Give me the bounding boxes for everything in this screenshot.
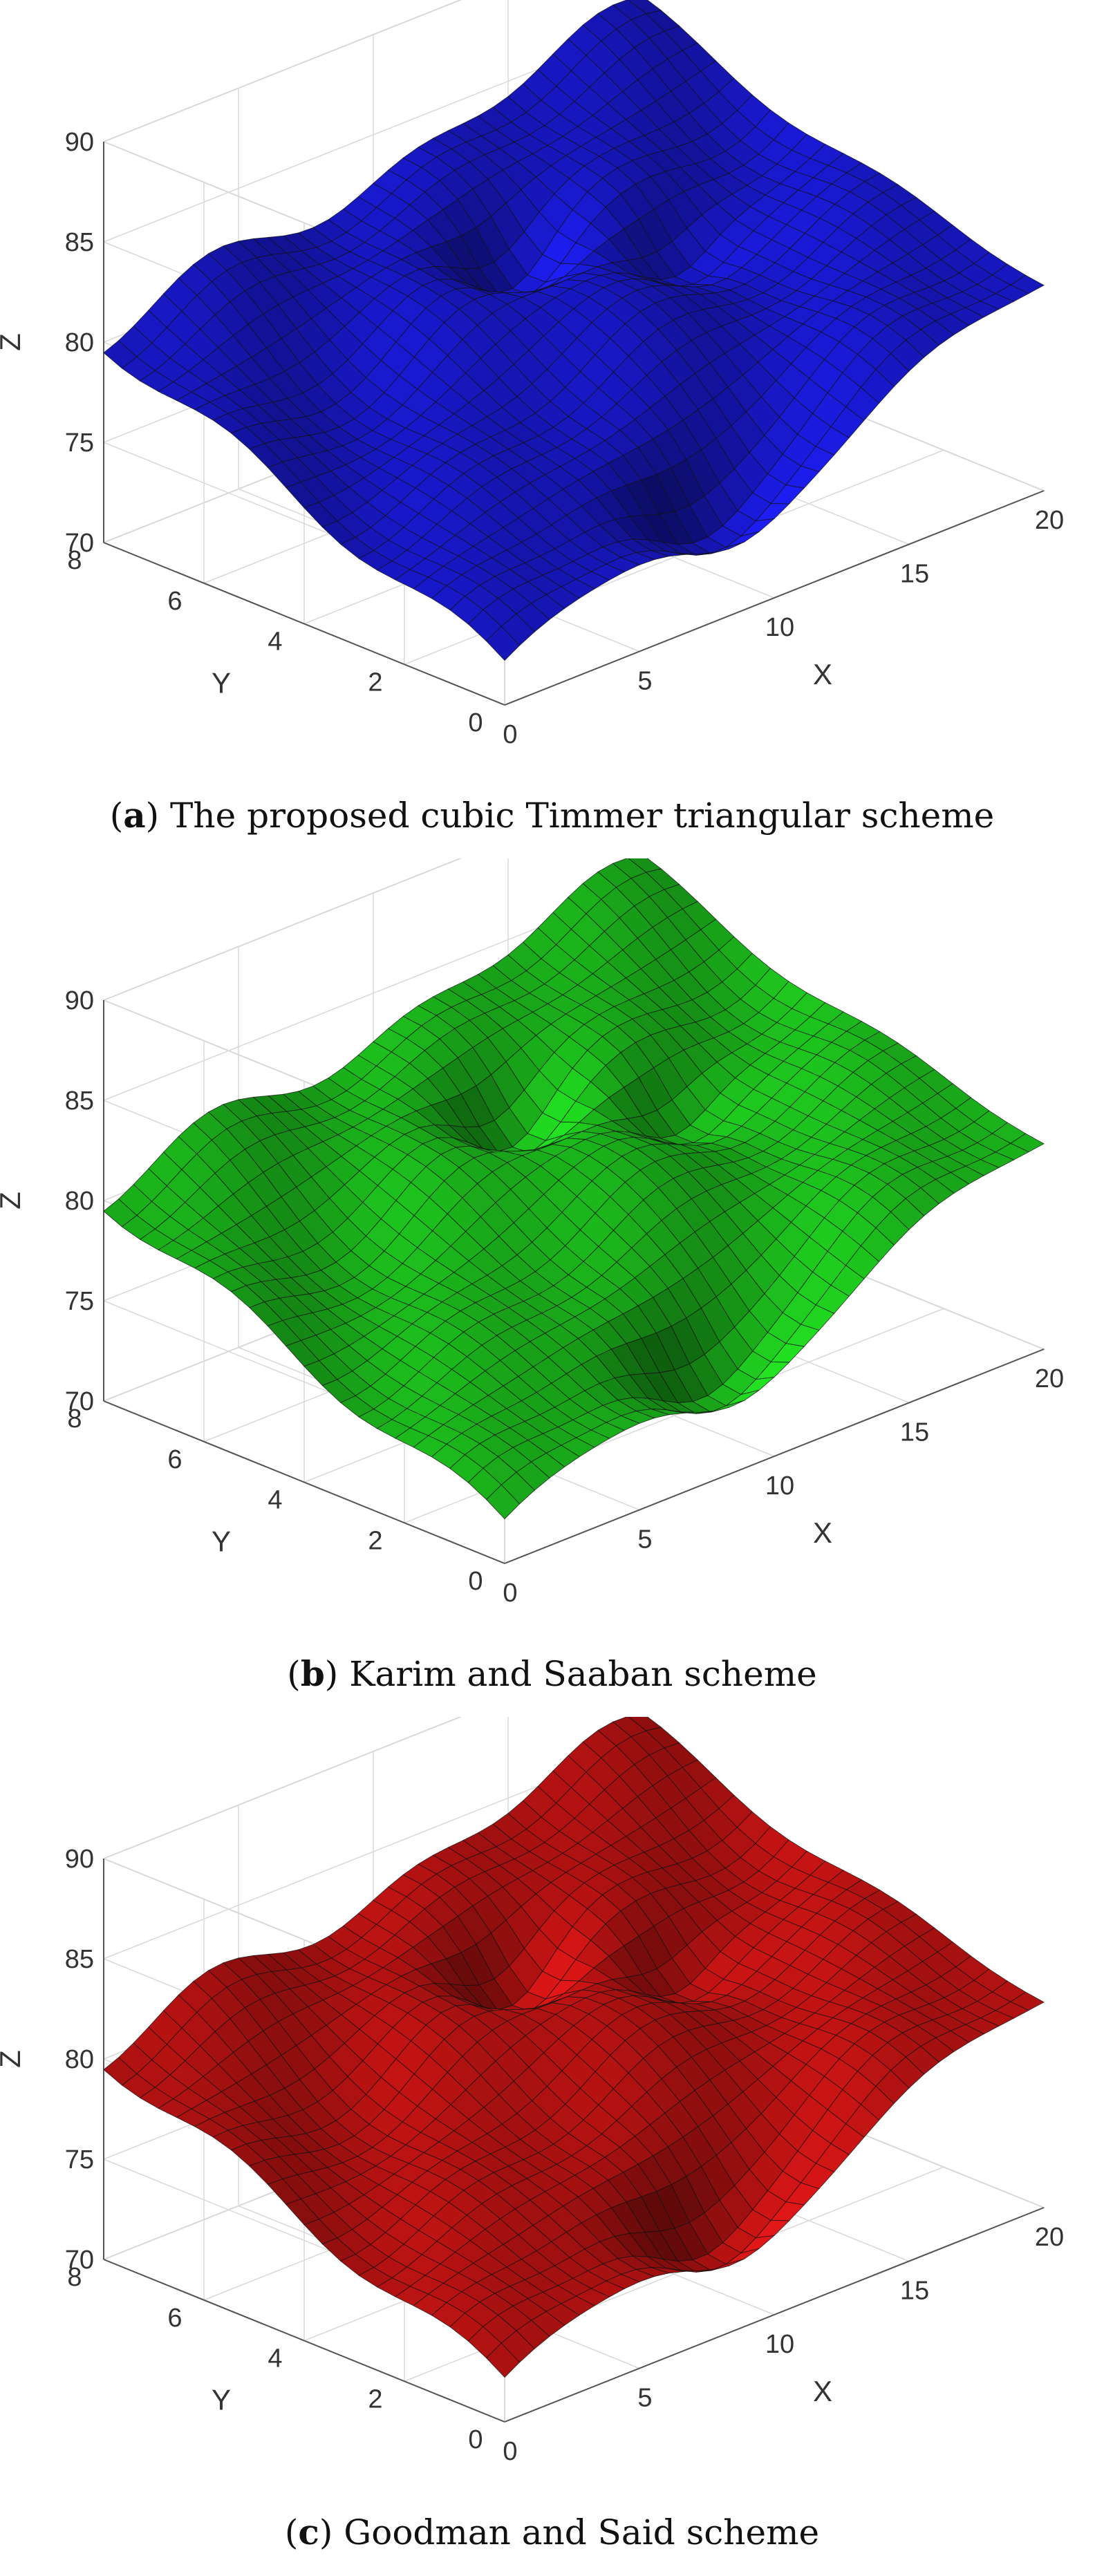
caption-a: (a) The proposed cubic Timmer triangular… — [109, 795, 995, 836]
grid-line — [103, 858, 462, 1001]
axis-line — [103, 2259, 505, 2423]
y-tick-label: 0 — [468, 2425, 483, 2454]
y-tick-label: 4 — [268, 1486, 282, 1515]
z-tick-label: 80 — [65, 328, 94, 357]
y-tick-label: 8 — [67, 1404, 82, 1433]
x-tick-label: 10 — [765, 613, 794, 642]
x-tick-label: 0 — [503, 720, 517, 749]
z-tick-label: 85 — [65, 228, 94, 257]
z-tick-label: 90 — [65, 986, 94, 1015]
z-tick-label: 70 — [65, 1387, 94, 1416]
axis-line — [103, 542, 505, 706]
surface-chart-c: 0 5 10 15 20 0 2 4 6 870 75 80 85 90 X Y Z — [0, 1717, 1064, 2466]
y-axis-label: Y — [212, 2384, 231, 2416]
z-tick-label: 75 — [65, 2145, 94, 2174]
x-tick-label: 5 — [637, 667, 652, 696]
x-tick-label: 10 — [765, 2330, 794, 2359]
x-tick-label: 20 — [1035, 1364, 1064, 1393]
z-axis-label: Z — [0, 333, 26, 351]
y-tick-label: 4 — [268, 628, 282, 657]
y-tick-label: 8 — [67, 2263, 82, 2292]
x-tick-label: 20 — [1035, 506, 1064, 535]
x-tick-label: 15 — [900, 2277, 929, 2306]
y-tick-label: 6 — [167, 1445, 182, 1474]
surface-chart-a: 0 5 10 15 20 0 2 4 6 870 75 80 85 90 X Y Z — [0, 0, 1064, 749]
y-tick-label: 2 — [368, 2385, 382, 2414]
x-tick-label: 15 — [900, 560, 929, 589]
z-tick-label: 90 — [65, 128, 94, 157]
x-axis-label: X — [813, 1516, 832, 1549]
axis-line — [103, 1400, 505, 1564]
axis-line — [504, 2207, 1045, 2423]
panel-b: 0 5 10 15 20 0 2 4 6 870 75 80 85 90 X Y Z (b) Karim and… — [0, 858, 1104, 1717]
x-tick-label: 15 — [900, 1418, 929, 1447]
z-tick-label: 80 — [65, 1187, 94, 1216]
z-tick-label: 70 — [65, 2246, 94, 2275]
x-tick-label: 0 — [503, 1579, 517, 1608]
caption-c: (c) Goodman and Said scheme — [284, 2512, 820, 2553]
x-tick-label: 5 — [637, 2384, 652, 2413]
z-tick-label: 85 — [65, 1945, 94, 1974]
grid-line — [103, 1717, 462, 1859]
x-axis-label: X — [813, 2375, 832, 2407]
caption-b: (b) Karim and Saaban scheme — [287, 1653, 817, 1694]
grid-line — [103, 0, 462, 142]
z-tick-label: 85 — [65, 1087, 94, 1116]
surface-patch — [1010, 274, 1045, 294]
tick-labels: 0 5 10 15 20 0 2 4 6 870 75 80 85 90 — [65, 128, 1064, 749]
surface-patch — [1010, 1133, 1045, 1153]
axis-line — [504, 490, 1045, 706]
y-axis-label: Y — [212, 1525, 231, 1558]
y-tick-label: 2 — [368, 668, 382, 697]
panel-c: 0 5 10 15 20 0 2 4 6 870 75 80 85 90 X Y Z (c) Goodman a… — [0, 1717, 1104, 2575]
y-tick-label: 6 — [167, 587, 182, 616]
axis-line — [504, 1348, 1045, 1564]
x-tick-label: 5 — [637, 1525, 652, 1554]
y-axis-label: Y — [212, 667, 231, 699]
surface-patch — [1010, 1991, 1045, 2011]
x-tick-label: 10 — [765, 1472, 794, 1501]
tick-labels: 0 5 10 15 20 0 2 4 6 870 75 80 85 90 — [65, 986, 1064, 1608]
x-axis-label: X — [813, 658, 832, 690]
panel-a: 0 5 10 15 20 0 2 4 6 870 75 80 85 90 X Y Z (a) The propo… — [0, 0, 1104, 858]
y-tick-label: 0 — [468, 708, 483, 737]
z-axis-label: Z — [0, 1192, 26, 1210]
y-tick-label: 2 — [368, 1526, 382, 1555]
z-axis-label: Z — [0, 2050, 26, 2068]
tick-labels: 0 5 10 15 20 0 2 4 6 870 75 80 85 90 — [65, 1845, 1064, 2466]
y-tick-label: 0 — [468, 1567, 483, 1596]
z-tick-label: 75 — [65, 1287, 94, 1316]
y-tick-label: 4 — [268, 2344, 282, 2373]
z-tick-label: 90 — [65, 1845, 94, 1874]
z-tick-label: 70 — [65, 529, 94, 558]
x-tick-label: 20 — [1035, 2223, 1064, 2252]
surface-mesh — [103, 0, 1045, 661]
z-tick-label: 80 — [65, 2045, 94, 2074]
surface-mesh — [103, 858, 1045, 1520]
z-tick-label: 75 — [65, 429, 94, 458]
y-tick-label: 8 — [67, 546, 82, 575]
x-tick-label: 0 — [503, 2437, 517, 2466]
y-tick-label: 6 — [167, 2304, 182, 2333]
surface-chart-b: 0 5 10 15 20 0 2 4 6 870 75 80 85 90 X Y Z — [0, 858, 1064, 1608]
surface-mesh — [103, 1717, 1045, 2378]
